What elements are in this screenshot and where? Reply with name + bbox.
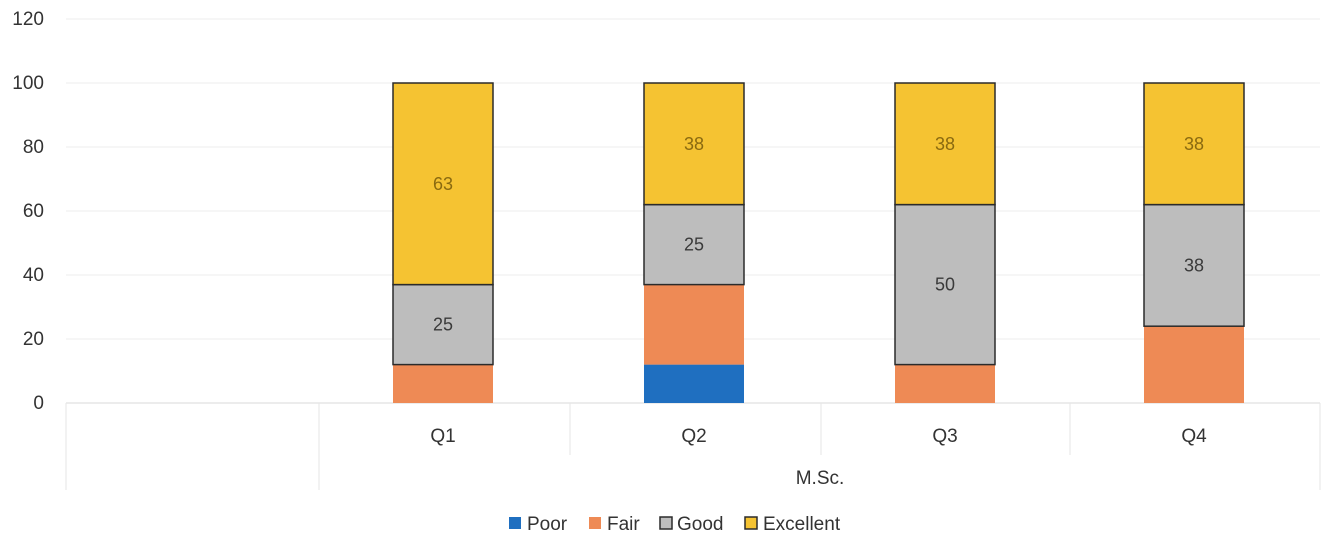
y-tick-label: 120 [12,9,44,30]
x-tick-label: Q2 [681,426,706,447]
bar-segment-fair [393,364,493,403]
y-tick-label: 80 [23,137,44,158]
data-label: 38 [1184,255,1204,275]
x-tick-label: Q3 [932,426,957,447]
data-label: 25 [684,235,704,255]
y-tick-label: 60 [23,201,44,222]
x-tick-label: Q1 [430,426,455,447]
bar-segment-excellent [894,82,996,206]
bar-segment-poor [644,364,744,403]
bar-segment-fair [1144,326,1244,403]
legend-label-excellent: Excellent [763,514,841,535]
bars [392,82,1245,403]
x-tick-label: Q4 [1181,426,1207,447]
data-label: 63 [433,174,453,194]
legend-label-good: Good [677,514,723,535]
data-labels: 25 63 25 38 50 38 38 38 [433,134,1204,335]
bar-segment-good [1143,203,1245,327]
y-tick-label: 40 [23,265,44,286]
bar-segment-excellent [392,82,494,286]
bar-segment-fair [895,364,995,403]
legend-label-fair: Fair [607,514,640,535]
data-label: 38 [935,134,955,154]
bar-segment-fair [644,284,744,365]
data-label: 50 [935,275,955,295]
legend-swatch-poor [509,517,521,529]
group-axis-label: M.Sc. [796,468,845,489]
bar-segment-good [392,283,494,366]
legend-swatch-excellent [744,516,758,530]
legend-swatch-fair [589,517,601,529]
data-label: 38 [1184,134,1204,154]
bar-segment-excellent [1143,82,1245,206]
legend: Poor Fair Good Excellent [509,514,841,535]
bar-segment-good [894,203,996,366]
data-label: 25 [433,315,453,335]
legend-label-poor: Poor [527,514,568,535]
bar-segment-good [643,203,745,286]
bar-segment-excellent [643,82,745,206]
y-tick-label: 100 [12,73,44,94]
data-label: 38 [684,134,704,154]
y-tick-label: 20 [23,329,44,350]
axes: 0 20 40 60 80 100 120 Q1 Q2 Q3 Q4 M.Sc. [12,9,1321,490]
legend-swatch-good [659,516,673,530]
y-tick-label: 0 [33,393,44,414]
